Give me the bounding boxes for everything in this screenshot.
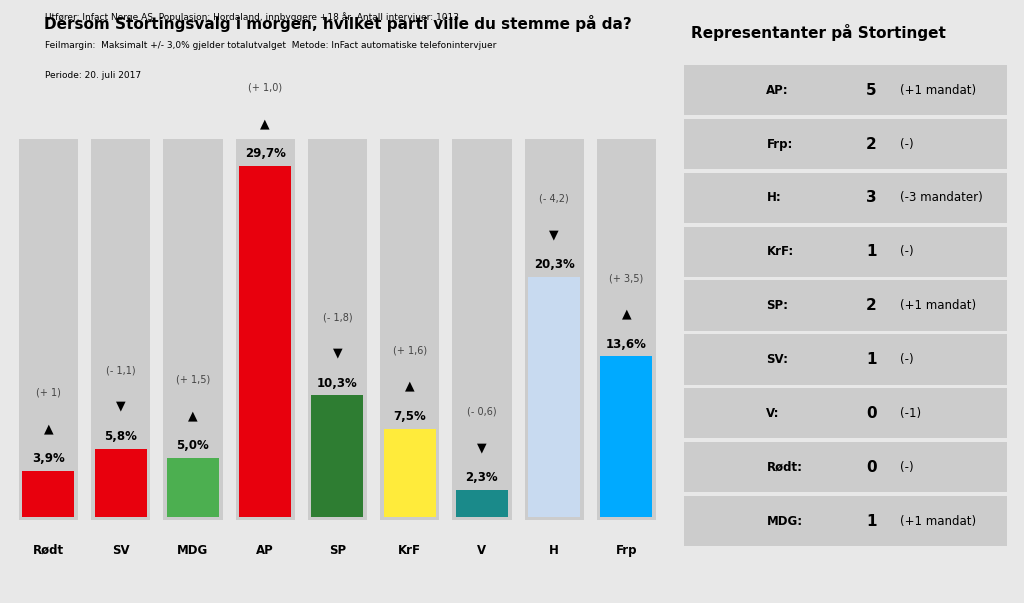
Text: ▲: ▲ [260, 117, 270, 130]
Text: 29,7%: 29,7% [245, 147, 286, 160]
Bar [167, 458, 219, 517]
Bar [456, 490, 508, 517]
Text: (- 4,2): (- 4,2) [540, 194, 569, 204]
Text: ▲: ▲ [188, 409, 198, 422]
Text: 1: 1 [866, 514, 877, 528]
Bar [684, 119, 1007, 169]
Text: KrF: KrF [398, 544, 421, 557]
Text: SP: SP [329, 544, 346, 557]
Bar [597, 139, 656, 520]
Text: AP:: AP: [766, 84, 790, 96]
Text: 5: 5 [866, 83, 877, 98]
Text: ▲: ▲ [622, 308, 631, 320]
Bar [236, 139, 295, 520]
Text: (-3 mandater): (-3 mandater) [900, 192, 983, 204]
Text: (- 0,6): (- 0,6) [467, 407, 497, 417]
Text: (-1): (-1) [900, 407, 922, 420]
Text: (- 1,8): (- 1,8) [323, 312, 352, 322]
Bar [684, 65, 1007, 115]
Text: (+1 mandat): (+1 mandat) [900, 84, 976, 96]
Text: ▼: ▼ [549, 228, 559, 241]
Text: (+ 1): (+ 1) [36, 388, 60, 398]
Bar [384, 429, 435, 517]
Text: 20,3%: 20,3% [534, 258, 574, 271]
Text: 5,0%: 5,0% [176, 439, 209, 452]
Text: V: V [477, 544, 486, 557]
Text: (-): (-) [900, 245, 913, 258]
Text: MDG: MDG [177, 544, 209, 557]
Text: 5,8%: 5,8% [104, 430, 137, 443]
Text: ▲: ▲ [404, 379, 415, 393]
Bar [240, 166, 291, 517]
Text: Frp: Frp [615, 544, 637, 557]
Text: H:: H: [766, 192, 781, 204]
Text: Rødt: Rødt [33, 544, 63, 557]
Text: 2: 2 [866, 137, 877, 151]
Bar [684, 280, 1007, 331]
Text: ▼: ▼ [333, 346, 342, 359]
Bar [380, 139, 439, 520]
Text: V:: V: [766, 407, 780, 420]
Bar [308, 139, 367, 520]
Bar [684, 442, 1007, 492]
Bar [524, 139, 584, 520]
Text: 10,3%: 10,3% [317, 376, 357, 390]
Text: Representanter på Stortinget: Representanter på Stortinget [691, 24, 946, 41]
Text: Frp:: Frp: [766, 137, 793, 151]
Bar [528, 277, 581, 517]
Bar [684, 173, 1007, 223]
Text: MDG:: MDG: [766, 514, 803, 528]
Text: 7,5%: 7,5% [393, 409, 426, 423]
Text: Rødt:: Rødt: [766, 461, 803, 474]
Bar [91, 139, 151, 520]
Bar [23, 471, 75, 517]
Text: SV:: SV: [766, 353, 788, 366]
Bar [18, 139, 78, 520]
Text: SP:: SP: [766, 299, 788, 312]
Text: 13,6%: 13,6% [606, 338, 647, 350]
Text: KrF:: KrF: [766, 245, 794, 258]
Text: (-): (-) [900, 137, 913, 151]
Text: (+ 1,0): (+ 1,0) [248, 83, 283, 93]
Text: 1: 1 [866, 352, 877, 367]
Text: 2,3%: 2,3% [466, 471, 499, 484]
Text: (-): (-) [900, 353, 913, 366]
Bar [453, 139, 512, 520]
Text: ▼: ▼ [116, 400, 126, 412]
Bar [163, 139, 222, 520]
Text: (+ 3,5): (+ 3,5) [609, 273, 643, 283]
Text: 0: 0 [866, 406, 877, 421]
Text: AP: AP [256, 544, 274, 557]
Bar [94, 449, 146, 517]
Text: Feilmargin:  Maksimalt +/- 3,0% gjelder totalutvalget  Metode: InFact automatisk: Feilmargin: Maksimalt +/- 3,0% gjelder t… [45, 42, 497, 51]
Text: (+ 1,5): (+ 1,5) [176, 375, 210, 385]
Bar [684, 227, 1007, 277]
Bar [600, 356, 652, 517]
Text: 1: 1 [866, 244, 877, 259]
Text: H: H [549, 544, 559, 557]
Text: (-): (-) [900, 461, 913, 474]
Bar [684, 334, 1007, 385]
Text: Dersom Stortingsvalg i morgen, hvilket parti ville du stemme på da?: Dersom Stortingsvalg i morgen, hvilket p… [44, 15, 631, 32]
Text: (- 1,1): (- 1,1) [105, 365, 135, 375]
Text: (+1 mandat): (+1 mandat) [900, 299, 976, 312]
Bar [684, 388, 1007, 438]
Text: ▼: ▼ [477, 441, 486, 454]
Text: 3,9%: 3,9% [32, 452, 65, 465]
Text: SV: SV [112, 544, 129, 557]
Text: 0: 0 [866, 459, 877, 475]
Text: 3: 3 [866, 191, 877, 206]
Text: Utfører: Infact Norge AS  Populasjon: Hordaland, innbyggere +18 år  Antall inter: Utfører: Infact Norge AS Populasjon: Hor… [45, 12, 459, 22]
Text: ▲: ▲ [44, 422, 53, 435]
Text: Periode: 20. juli 2017: Periode: 20. juli 2017 [45, 71, 141, 80]
Bar [311, 396, 364, 517]
Bar [684, 496, 1007, 546]
Text: (+ 1,6): (+ 1,6) [392, 346, 427, 355]
Text: (+1 mandat): (+1 mandat) [900, 514, 976, 528]
Text: 2: 2 [866, 298, 877, 313]
